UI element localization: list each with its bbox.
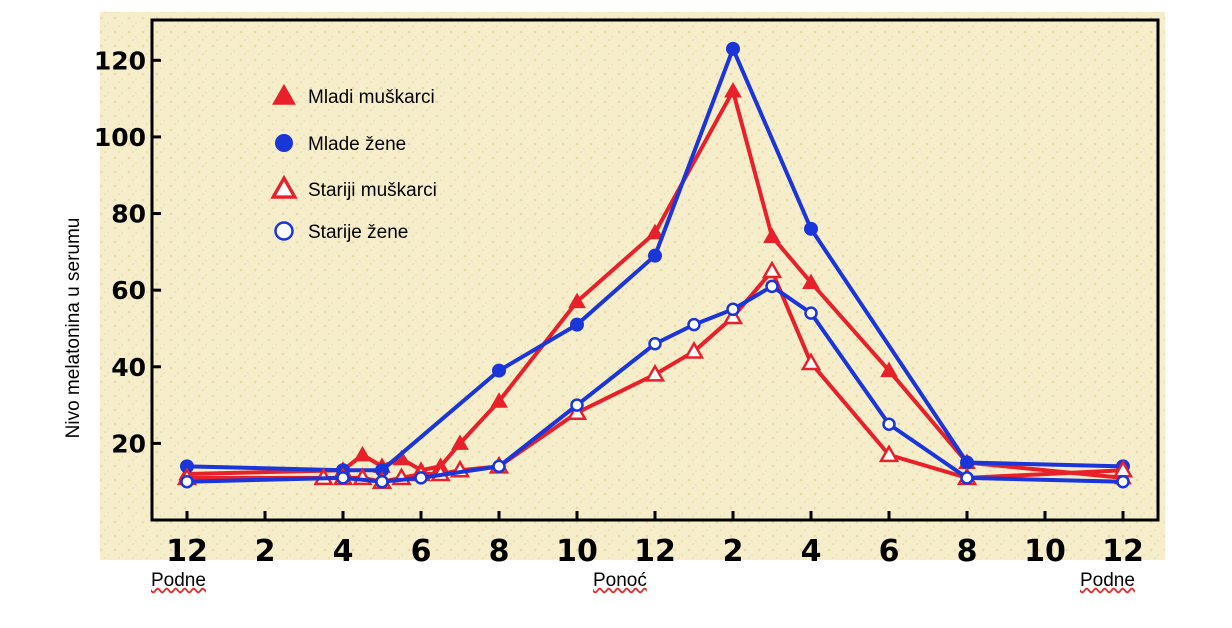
- legend-marker: [274, 221, 294, 241]
- data-point: [761, 260, 783, 279]
- series-starije-zene: [180, 279, 1130, 489]
- data-point: [878, 444, 900, 463]
- legend-label: Mladi muškarci: [308, 87, 435, 108]
- data-point: [880, 361, 898, 378]
- data-point: [490, 392, 508, 408]
- time-label-noon-left: Podne: [151, 570, 206, 591]
- data-point: [353, 445, 372, 462]
- data-point: [683, 340, 705, 359]
- x-tick-label: 8: [957, 534, 978, 569]
- legend-item: Starije žene: [274, 221, 408, 243]
- legend-item: Stariji muškarci: [270, 174, 437, 201]
- x-tick-label: 2: [723, 534, 744, 569]
- data-point: [800, 352, 822, 371]
- data-point: [644, 363, 666, 382]
- data-point: [763, 227, 781, 244]
- data-point: [804, 306, 818, 320]
- x-tick-label: 12: [166, 534, 208, 569]
- y-axis-label: Nivo melatonina u serumu: [63, 218, 84, 439]
- data-point: [648, 248, 662, 263]
- x-tick-label: 12: [634, 534, 676, 569]
- data-point: [451, 434, 469, 450]
- data-point: [724, 81, 742, 98]
- x-tick-label: 6: [879, 534, 900, 569]
- data-point: [570, 317, 584, 332]
- legend-label: Stariji muškarci: [308, 180, 437, 201]
- data-point: [687, 317, 701, 332]
- data-point: [726, 41, 740, 56]
- x-tick-label: 10: [1024, 534, 1066, 569]
- data-point: [414, 471, 428, 485]
- data-point: [568, 292, 586, 309]
- data-point: [180, 474, 194, 489]
- y-tick-label: 20: [111, 429, 146, 458]
- y-tick-label: 120: [94, 46, 146, 75]
- data-point: [804, 221, 818, 236]
- time-label-midnight: Ponoć: [593, 570, 647, 591]
- data-point: [492, 459, 506, 474]
- y-tick-label: 80: [111, 200, 146, 229]
- y-tick-label: 60: [111, 276, 146, 305]
- legend-item: Mladi muškarci: [272, 83, 435, 108]
- data-point: [570, 398, 584, 412]
- x-tick-label: 4: [801, 534, 822, 569]
- data-point: [765, 279, 779, 294]
- x-tick-label: 10: [556, 534, 598, 569]
- x-tick-label: 8: [489, 534, 510, 569]
- legend-label: Starije žene: [308, 222, 408, 243]
- time-label-noon-right: Podne: [1080, 570, 1135, 591]
- data-point: [726, 302, 740, 317]
- legend-marker: [272, 83, 296, 105]
- data-point: [375, 474, 389, 489]
- legend-marker: [270, 174, 298, 199]
- x-tick-label: 2: [255, 534, 276, 569]
- legend-marker: [275, 134, 293, 152]
- x-tick-label: 4: [333, 534, 354, 569]
- data-point: [1116, 474, 1130, 489]
- data-point: [648, 337, 662, 351]
- x-tick-label: 6: [411, 534, 432, 569]
- data-point: [336, 471, 350, 485]
- data-point: [492, 363, 506, 378]
- x-tick-label: 12: [1102, 534, 1144, 569]
- legend-label: Mlade žene: [308, 134, 406, 155]
- data-point: [646, 223, 664, 240]
- data-point: [960, 471, 974, 485]
- legend: Mladi muškarci Mlade žene Stariji muškarci…: [270, 83, 437, 243]
- data-point: [802, 273, 820, 289]
- y-tick-label: 100: [94, 123, 146, 152]
- data-point: [960, 455, 974, 470]
- legend-item: Mlade žene: [275, 134, 406, 155]
- y-tick-label: 40: [111, 353, 146, 382]
- data-point: [882, 417, 896, 431]
